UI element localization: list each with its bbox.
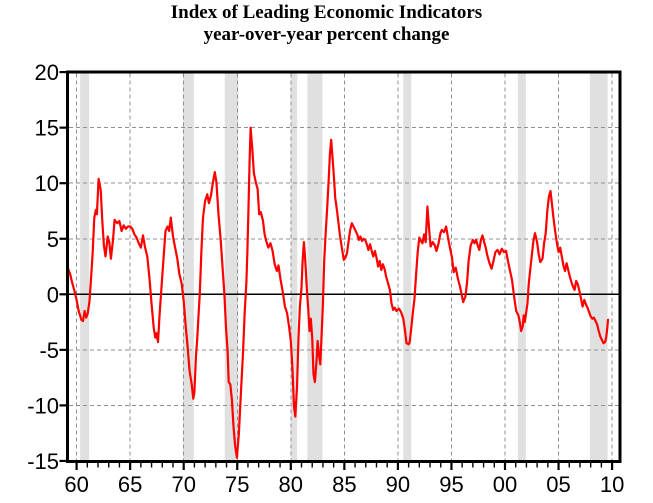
recession-band [183, 72, 194, 462]
recession-band [589, 72, 608, 462]
x-axis-label: 05 [546, 472, 570, 497]
y-axis-label: 10 [35, 171, 59, 196]
x-axis-label: 65 [118, 472, 142, 497]
x-axis-label: 85 [332, 472, 356, 497]
recession-band [403, 72, 412, 462]
y-axis-label: 15 [35, 116, 59, 141]
plot-frame-group [66, 70, 622, 463]
chart-title-block: Index of Leading Economic Indicators yea… [0, 2, 653, 46]
x-axis-label: 95 [439, 472, 463, 497]
chart-subtitle: year-over-year percent change [203, 24, 450, 45]
y-axis-label: 0 [47, 282, 59, 307]
plot-frame [66, 70, 622, 463]
x-axis-label: 00 [493, 472, 517, 497]
lei-line-group [66, 126, 610, 459]
recession-band [307, 72, 323, 462]
y-axis-label: 5 [47, 227, 59, 252]
y-axis-label: -10 [27, 393, 59, 418]
recession-band [80, 72, 90, 462]
x-axis-label: 10 [600, 472, 624, 497]
axis-ticks [59, 70, 614, 470]
recession-band [517, 72, 526, 462]
x-axis-label: 75 [225, 472, 249, 497]
lei-line [66, 126, 610, 459]
gridlines [69, 73, 619, 460]
y-axis-label: -15 [27, 449, 59, 474]
recession-band [290, 72, 298, 462]
x-axis-label: 80 [279, 472, 303, 497]
x-axis-label: 90 [386, 472, 410, 497]
y-axis-label: -5 [39, 338, 59, 363]
x-axis-label: 70 [171, 472, 195, 497]
chart-title: Index of Leading Economic Indicators [170, 2, 483, 23]
y-axis-label: 20 [35, 60, 59, 85]
x-axis-label: 60 [64, 472, 88, 497]
